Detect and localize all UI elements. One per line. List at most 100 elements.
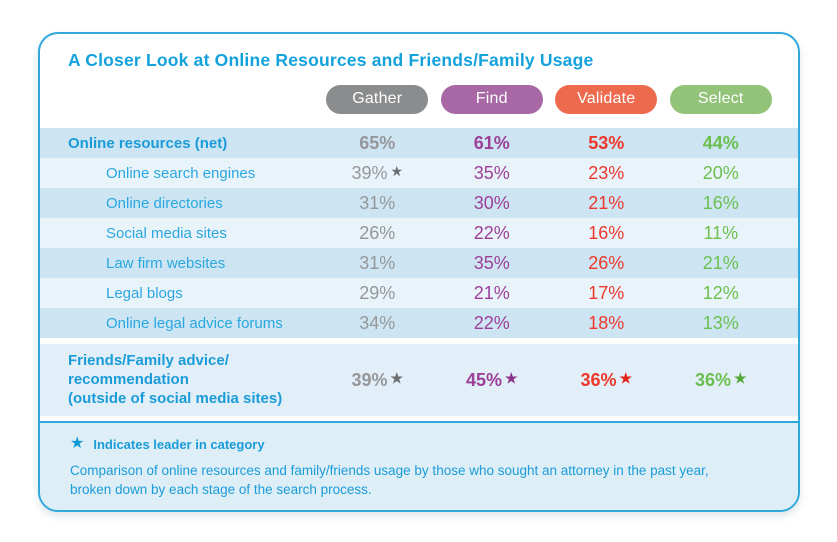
table-row-online-directories: Online directories 31% 30% 21% 16% (40, 188, 798, 218)
legend-text: Indicates leader in category (93, 436, 265, 452)
value-cell: 23% (549, 163, 664, 184)
value-text: 30% (473, 192, 510, 213)
value-text: 16% (588, 222, 625, 243)
value-text: 22% (473, 312, 510, 333)
pill-select: Select (669, 85, 772, 114)
table-row-online-legal-advice-forums: Online legal advice forums 34% 22% 18% 1… (40, 308, 798, 338)
value-cell: 26% (549, 253, 664, 274)
value-text: 61% (473, 132, 510, 153)
value-text: 31% (359, 192, 396, 213)
value-cell: 44% (664, 133, 779, 154)
value-text: 36% (580, 369, 617, 390)
leader-star-icon: ★ (390, 369, 404, 386)
value-text: 44% (702, 132, 739, 153)
leader-star-icon: ★ (504, 369, 518, 386)
value-text: 39% (351, 162, 388, 183)
leader-star-icon: ★ (733, 369, 747, 386)
value-cell: 53% (549, 133, 664, 154)
row-label: Legal blogs (106, 284, 183, 302)
value-text: 18% (588, 312, 625, 333)
value-text: 13% (702, 312, 739, 333)
infographic-panel: A Closer Look at Online Resources and Fr… (38, 32, 800, 512)
row-label: Law firm websites (106, 254, 226, 272)
value-cell: 26% (320, 223, 435, 244)
value-cell: 36% ★ (549, 370, 664, 391)
value-cell: 39% ★ (320, 370, 435, 391)
value-text: 16% (702, 192, 739, 213)
value-cell: 30% (435, 193, 550, 214)
legend: ★ Indicates leader in category (70, 436, 736, 452)
description-text: Comparison of online resources and famil… (70, 463, 709, 498)
value-cell: 31% (320, 193, 435, 214)
value-cell: 22% (435, 313, 550, 334)
row-label-line: (outside of social media sites) (68, 389, 283, 407)
leader-star-icon: ★ (619, 369, 633, 386)
value-cell: 22% (435, 223, 550, 244)
value-text: 31% (359, 252, 396, 273)
value-cell: 11% (664, 223, 779, 244)
table-row-online-resources-net: Online resources (net) 65% 61% 53% 44% (40, 128, 798, 158)
value-cell: 21% (435, 283, 550, 304)
value-text: 11% (703, 222, 739, 243)
value-text: 36% (694, 369, 731, 390)
value-cell: 18% (549, 313, 664, 334)
value-cell: 21% (549, 193, 664, 214)
table-row-legal-blogs: Legal blogs 29% 21% 17% 12% (40, 278, 798, 308)
value-text: 35% (473, 252, 510, 273)
value-cell: 21% (664, 253, 779, 274)
table-row-social-media-sites: Social media sites 26% 22% 16% 11% (40, 218, 798, 248)
row-label: Online search engines (106, 164, 256, 182)
value-cell: 17% (549, 283, 664, 304)
value-text: 35% (473, 162, 510, 183)
value-text: 65% (359, 132, 396, 153)
value-cell: 45% ★ (435, 370, 550, 391)
row-label-line: Friends/Family advice/ (68, 352, 229, 369)
row-gap (40, 416, 798, 422)
pill-validate: Validate (555, 85, 658, 114)
value-cell: 61% (435, 133, 550, 154)
value-text: 23% (588, 162, 625, 183)
leader-star-icon: ★ (390, 162, 404, 179)
value-cell: 16% (549, 223, 664, 244)
row-label: Online directories (106, 194, 223, 212)
table-row-friends-family: Friends/Family advice/ recommendation (o… (40, 344, 798, 417)
row-label: Friends/Family advice/ recommendation (o… (68, 352, 320, 408)
value-text: 21% (473, 282, 510, 303)
value-cell: 16% (664, 193, 779, 214)
value-cell: 34% (320, 313, 435, 334)
value-cell: 31% (320, 253, 435, 274)
page-title: A Closer Look at Online Resources and Fr… (68, 50, 594, 70)
value-cell: 20% (664, 163, 779, 184)
row-label: Online legal advice forums (106, 314, 283, 332)
value-cell: 35% (435, 253, 550, 274)
value-text: 26% (359, 222, 396, 243)
row-label: Online resources (net) (68, 134, 228, 152)
value-cell: 65% (320, 133, 435, 154)
value-text: 17% (588, 282, 625, 303)
value-text: 53% (588, 132, 625, 153)
value-text: 22% (473, 222, 510, 243)
value-text: 21% (702, 252, 739, 273)
pill-gather: Gather (326, 85, 429, 114)
stage-pills-row: Gather Find Validate Select (68, 85, 778, 114)
row-label-line: recommendation (68, 370, 189, 388)
table-row-law-firm-websites: Law firm websites 31% 35% 26% 21% (40, 248, 798, 278)
value-cell: 12% (664, 283, 779, 304)
value-text: 26% (588, 252, 625, 273)
value-text: 21% (588, 192, 625, 213)
panel-header: A Closer Look at Online Resources and Fr… (40, 34, 798, 128)
table-row-online-search-engines: Online search engines 39% ★ 35% 23% 20% (40, 158, 798, 188)
row-label: Social media sites (106, 224, 227, 242)
panel-footer: ★ Indicates leader in category Compariso… (40, 421, 798, 510)
value-cell: 36% ★ (664, 370, 779, 391)
value-text: 20% (702, 162, 739, 183)
value-text: 12% (702, 282, 739, 303)
value-cell: 35% (435, 163, 550, 184)
value-cell: 39% ★ (320, 163, 435, 184)
value-text: 45% (465, 369, 502, 390)
value-text: 34% (359, 312, 396, 333)
value-cell: 13% (664, 313, 779, 334)
value-text: 39% (351, 369, 388, 390)
legend-star-icon: ★ (70, 435, 85, 453)
pill-find: Find (440, 85, 543, 114)
